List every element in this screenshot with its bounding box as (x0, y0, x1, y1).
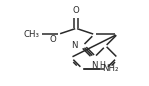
Text: O: O (50, 35, 57, 44)
Text: N: N (91, 61, 97, 70)
Text: O: O (73, 7, 80, 15)
Text: CH₃: CH₃ (23, 29, 39, 39)
Text: N: N (71, 41, 78, 50)
Text: H: H (99, 61, 105, 70)
Text: NH₂: NH₂ (103, 64, 119, 73)
